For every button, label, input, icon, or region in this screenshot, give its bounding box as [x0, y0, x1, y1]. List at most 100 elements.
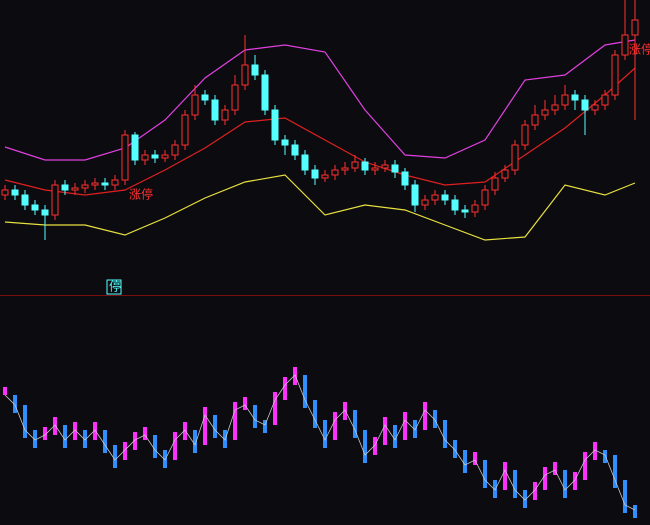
indicator-bar [533, 482, 537, 500]
candle-body [151, 154, 159, 159]
indicator-bar [193, 430, 197, 453]
candle-body [311, 169, 319, 179]
indicator-bar [553, 462, 557, 475]
indicator-bar [283, 377, 287, 400]
candle-body [141, 154, 149, 161]
indicator-bar [343, 402, 347, 420]
indicator-bar [183, 422, 187, 440]
candle-body [181, 114, 189, 146]
candle-body [321, 174, 329, 179]
band-line [4, 174, 636, 241]
band-line [4, 67, 636, 196]
indicator-line [4, 374, 636, 511]
candle-body [561, 94, 569, 106]
indicator-bar [243, 397, 247, 410]
candle-body [31, 204, 39, 211]
indicator-bar [273, 392, 277, 425]
candle-body [241, 64, 249, 86]
indicator-bar [573, 472, 577, 490]
candle-body [251, 64, 259, 76]
indicator-bar [603, 450, 607, 463]
indicator-bar [143, 427, 147, 440]
indicator-bar [583, 452, 587, 480]
indicator-bar [23, 405, 27, 438]
indicator-bar [323, 420, 327, 448]
candle-body [281, 139, 289, 146]
candle-body [271, 109, 279, 141]
indicator-bar [153, 435, 157, 458]
candle-body [551, 104, 559, 111]
candle-body [611, 54, 619, 96]
indicator-bar [433, 410, 437, 428]
indicator-bar [483, 460, 487, 488]
indicator-bar [13, 395, 17, 413]
indicator-bar [113, 445, 117, 468]
candle-body [211, 99, 219, 121]
indicator-bar [43, 427, 47, 440]
indicator-bar [53, 417, 57, 435]
indicator-bar [303, 375, 307, 408]
candle-body [221, 109, 229, 121]
indicator-bar [633, 505, 637, 518]
indicator-bar [473, 452, 477, 465]
candle-body [621, 34, 629, 56]
candle-body [421, 199, 429, 206]
indicator-bar [263, 420, 267, 433]
indicator-bar [443, 420, 447, 448]
candle-body [51, 184, 59, 216]
indicator-bar [593, 442, 597, 460]
candle-body [581, 99, 589, 111]
indicator-bar [173, 432, 177, 460]
candle-body [331, 169, 339, 176]
indicator-bar [503, 462, 507, 490]
candle-body [121, 134, 129, 181]
indicator-bar [253, 405, 257, 428]
candle-body [491, 177, 499, 191]
candle-body [301, 154, 309, 171]
indicator-bar [333, 412, 337, 440]
candle-body [101, 182, 109, 186]
indicator-bar [613, 455, 617, 488]
candle-body [41, 209, 49, 216]
candle-body [591, 104, 599, 111]
indicator-bar [353, 410, 357, 438]
candle-body [21, 194, 29, 206]
indicator-bar [363, 430, 367, 463]
indicator-bar [73, 422, 77, 440]
indicator-bar [463, 450, 467, 473]
candle-body [501, 169, 509, 179]
candle-body [401, 171, 409, 186]
indicator-bar [123, 442, 127, 460]
indicator-bar [233, 402, 237, 440]
candle-body [571, 94, 579, 101]
candle-body [361, 161, 369, 171]
indicator-bar [83, 430, 87, 448]
candle-body [441, 194, 449, 201]
candle-body [111, 179, 119, 186]
annotation: 涨停 [129, 187, 153, 202]
indicator-bar [163, 450, 167, 468]
indicator-bar [423, 402, 427, 430]
candle-body [91, 182, 99, 186]
candle-body [131, 134, 139, 161]
indicator-bar [493, 480, 497, 498]
indicator-bar [563, 470, 567, 498]
indicator-bar [623, 480, 627, 513]
candle-body [201, 94, 209, 101]
candle-body [71, 187, 79, 191]
candle-body [161, 154, 169, 159]
candle-body [371, 167, 379, 171]
candle-body [171, 144, 179, 156]
annotation: 涨停 [629, 42, 650, 57]
candle-body [191, 94, 199, 116]
annotation: 停 [109, 279, 121, 294]
candle-body [461, 209, 469, 213]
candle-body [431, 194, 439, 201]
candle-body [451, 199, 459, 211]
indicator-bar [213, 415, 217, 438]
candle-body [1, 189, 9, 196]
candle-body [601, 94, 609, 106]
indicator-bar [33, 430, 37, 448]
indicator-bar [513, 470, 517, 498]
